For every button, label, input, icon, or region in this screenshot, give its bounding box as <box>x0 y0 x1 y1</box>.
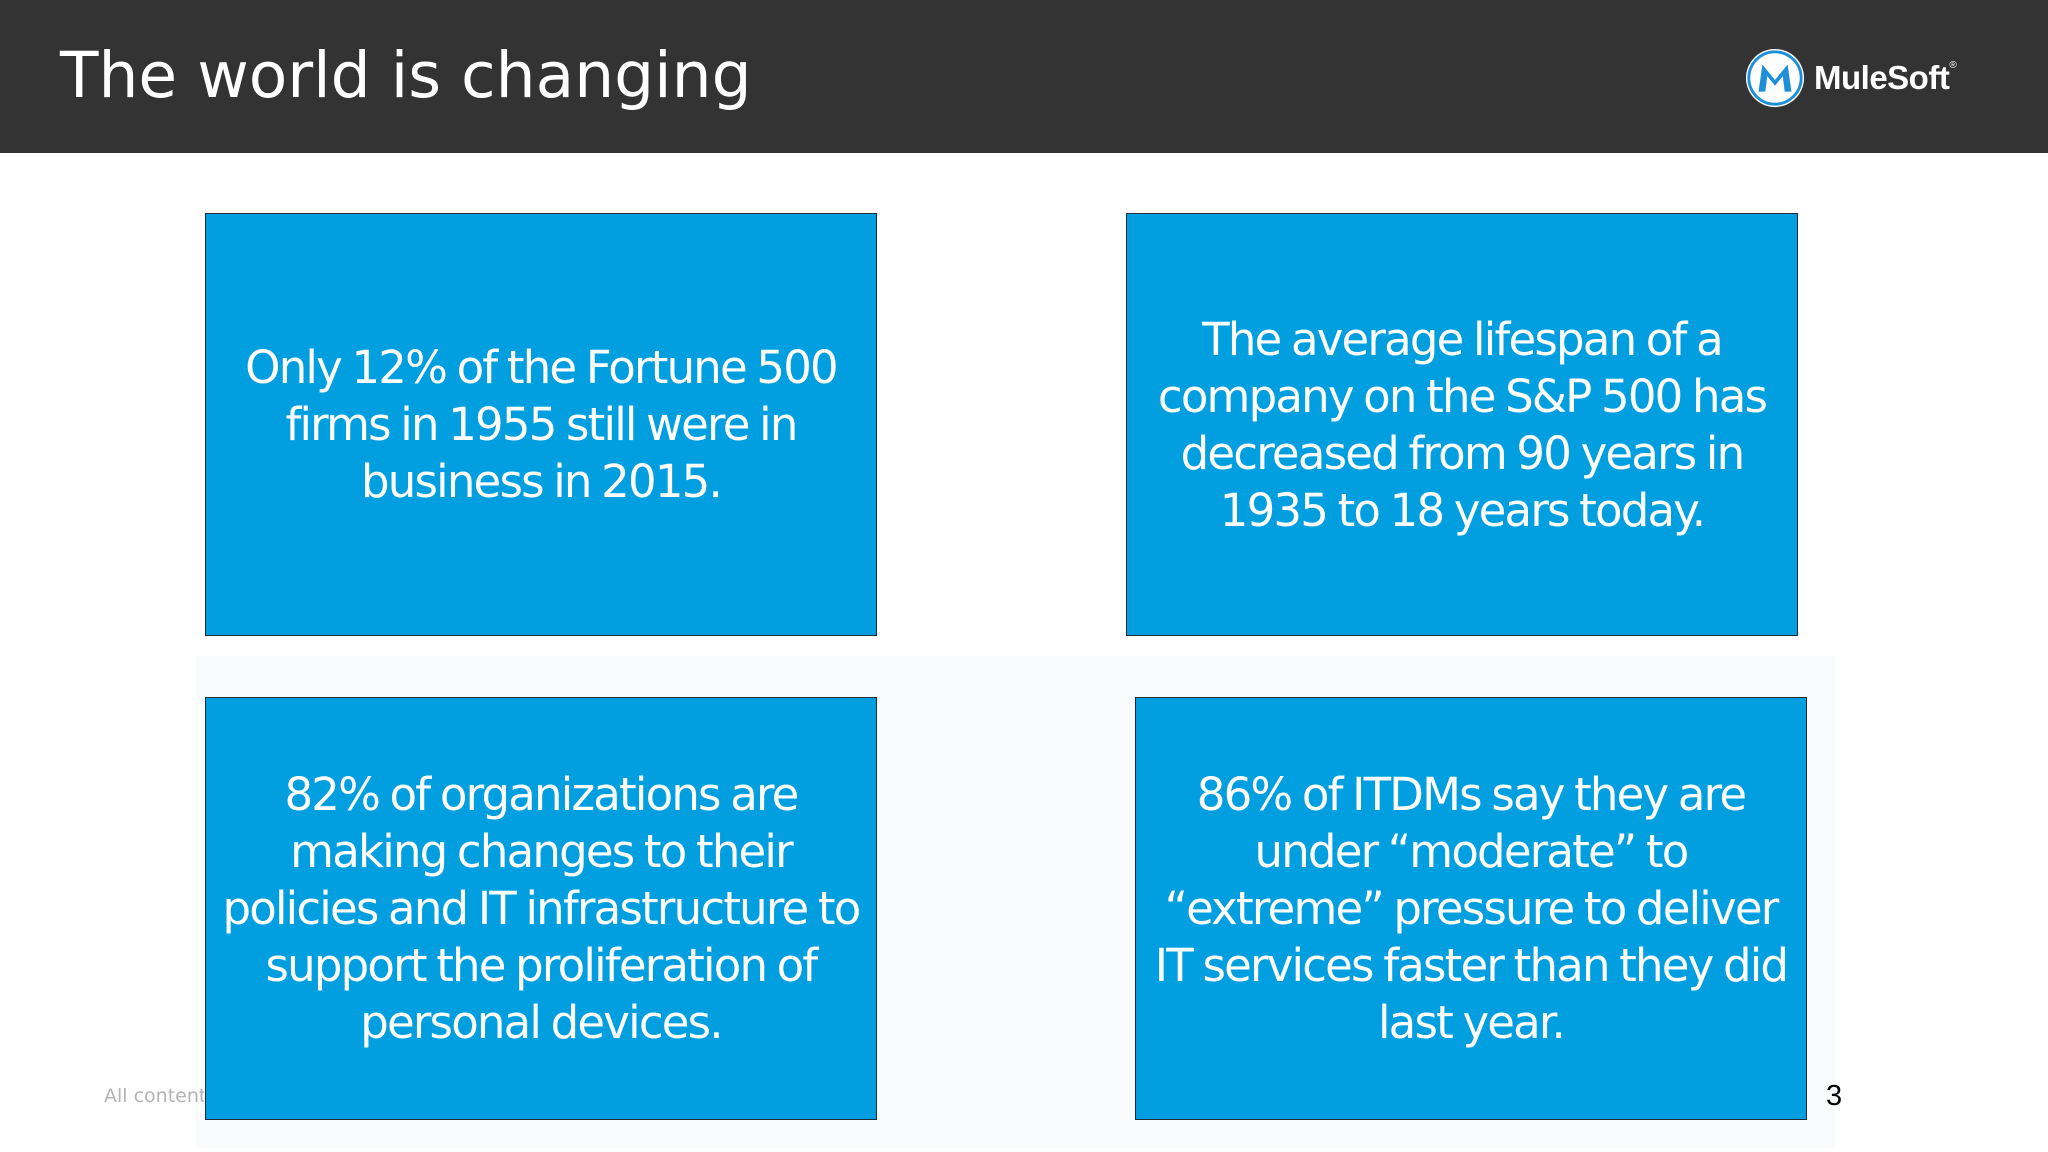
fact-card-text: Only 12% of the Fortune 500 firms in 195… <box>245 341 839 508</box>
fact-card-sp500-lifespan: The average lifespan of a company on the… <box>1126 213 1798 636</box>
fact-card-text: 86% of ITDMs say they are under “moderat… <box>1154 768 1789 1049</box>
logo-wordmark: MuleSoft <box>1814 59 1950 96</box>
fact-card-text: The average lifespan of a company on the… <box>1157 312 1768 537</box>
header-bar: The world is changing MuleSoft ® <box>0 0 2048 153</box>
mulesoft-logo: MuleSoft ® <box>1744 46 1957 110</box>
fact-card-personal-devices: 82% of organizations are making changes … <box>205 697 877 1120</box>
fact-card-text: 82% of organizations are making changes … <box>222 768 861 1049</box>
fact-card-fortune-500: Only 12% of the Fortune 500 firms in 195… <box>205 213 877 636</box>
slide-title: The world is changing <box>60 39 752 112</box>
page-number: 3 <box>1826 1080 1843 1112</box>
footer-copyright: All content <box>104 1085 204 1107</box>
fact-card-itdm-pressure: 86% of ITDMs say they are under “moderat… <box>1135 697 1807 1120</box>
mulesoft-m-icon <box>1745 48 1805 108</box>
logo-trademark: ® <box>1949 60 1957 71</box>
